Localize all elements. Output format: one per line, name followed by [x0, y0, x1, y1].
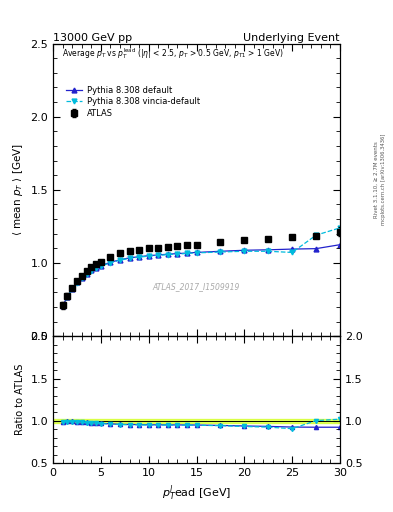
Legend: Pythia 8.308 default, Pythia 8.308 vincia-default, ATLAS: Pythia 8.308 default, Pythia 8.308 vinci…	[66, 86, 200, 118]
Pythia 8.308 default	[137, 253, 141, 260]
Pythia 8.308 default	[314, 246, 318, 252]
Text: Average $p_T$ vs $p_T^{\rm lead}$ ($|\eta|$ < 2.5, $p_T$ > 0.5 GeV, $p_{T1}$ > 1: Average $p_T$ vs $p_T^{\rm lead}$ ($|\et…	[62, 47, 283, 61]
Text: 13000 GeV pp: 13000 GeV pp	[53, 33, 132, 44]
Y-axis label: $\langle$ mean $p_T$ $\rangle$ [GeV]: $\langle$ mean $p_T$ $\rangle$ [GeV]	[11, 143, 25, 236]
Pythia 8.308 default	[165, 251, 170, 257]
Pythia 8.308 default	[89, 267, 94, 273]
X-axis label: $p_T^l{\rm ead}$ [GeV]: $p_T^l{\rm ead}$ [GeV]	[162, 484, 231, 503]
Line: Pythia 8.308 vincia-default: Pythia 8.308 vincia-default	[60, 225, 342, 309]
Text: Rivet 3.1.10, ≥ 2.7M events: Rivet 3.1.10, ≥ 2.7M events	[374, 141, 379, 218]
Pythia 8.308 vincia-default	[165, 251, 170, 258]
Pythia 8.308 vincia-default	[242, 248, 247, 254]
Pythia 8.308 default	[84, 270, 89, 276]
Pythia 8.308 default	[338, 242, 342, 248]
Pythia 8.308 default	[94, 265, 99, 271]
Pythia 8.308 default	[242, 247, 247, 253]
Pythia 8.308 vincia-default	[146, 253, 151, 259]
Pythia 8.308 vincia-default	[156, 252, 161, 259]
Pythia 8.308 default	[79, 274, 84, 281]
Pythia 8.308 default	[108, 259, 113, 265]
Pythia 8.308 vincia-default	[79, 275, 84, 281]
Pythia 8.308 vincia-default	[127, 255, 132, 261]
Text: Underlying Event: Underlying Event	[243, 33, 340, 44]
Pythia 8.308 default	[70, 286, 75, 292]
Pythia 8.308 vincia-default	[99, 263, 103, 269]
Pythia 8.308 vincia-default	[65, 294, 70, 300]
Pythia 8.308 default	[118, 257, 122, 263]
Pythia 8.308 vincia-default	[75, 280, 79, 286]
Pythia 8.308 vincia-default	[60, 304, 65, 310]
Line: Pythia 8.308 default: Pythia 8.308 default	[60, 242, 342, 309]
Pythia 8.308 vincia-default	[290, 249, 294, 255]
Pythia 8.308 default	[266, 247, 270, 253]
Pythia 8.308 default	[218, 248, 223, 254]
Pythia 8.308 vincia-default	[108, 260, 113, 266]
Pythia 8.308 vincia-default	[118, 257, 122, 263]
Pythia 8.308 default	[175, 250, 180, 257]
Pythia 8.308 vincia-default	[89, 268, 94, 274]
Pythia 8.308 vincia-default	[175, 251, 180, 257]
Pythia 8.308 vincia-default	[70, 286, 75, 292]
Pythia 8.308 vincia-default	[194, 250, 199, 256]
Pythia 8.308 vincia-default	[314, 232, 318, 238]
Pythia 8.308 default	[156, 252, 161, 258]
Pythia 8.308 default	[99, 263, 103, 269]
Pythia 8.308 default	[60, 303, 65, 309]
Text: mcplots.cern.ch [arXiv:1306.3436]: mcplots.cern.ch [arXiv:1306.3436]	[381, 134, 386, 225]
Pythia 8.308 default	[127, 255, 132, 261]
Pythia 8.308 default	[65, 293, 70, 300]
Pythia 8.308 vincia-default	[218, 249, 223, 255]
Pythia 8.308 vincia-default	[338, 225, 342, 231]
Pythia 8.308 default	[146, 252, 151, 259]
Pythia 8.308 vincia-default	[185, 250, 189, 257]
Pythia 8.308 default	[75, 279, 79, 285]
Pythia 8.308 vincia-default	[137, 254, 141, 260]
Pythia 8.308 vincia-default	[266, 248, 270, 254]
Y-axis label: Ratio to ATLAS: Ratio to ATLAS	[15, 364, 25, 435]
Text: ATLAS_2017_I1509919: ATLAS_2017_I1509919	[153, 282, 240, 291]
Pythia 8.308 vincia-default	[94, 265, 99, 271]
Pythia 8.308 default	[185, 250, 189, 256]
Pythia 8.308 vincia-default	[84, 271, 89, 277]
Pythia 8.308 default	[194, 249, 199, 255]
Pythia 8.308 default	[290, 246, 294, 252]
